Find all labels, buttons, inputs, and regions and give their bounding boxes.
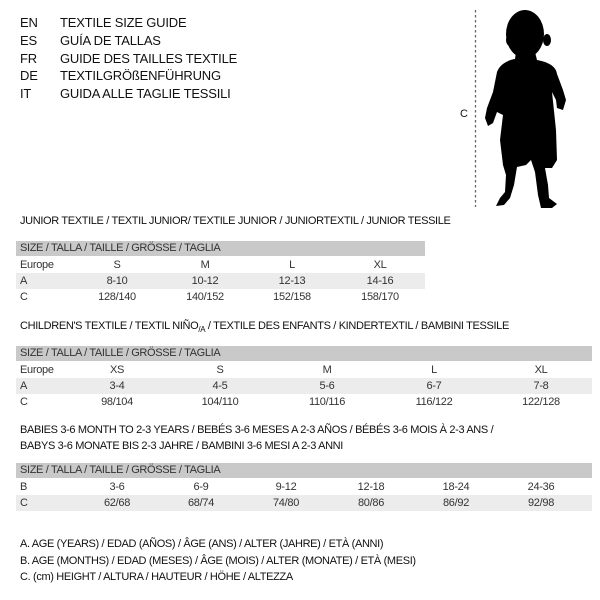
lang-code: EN [20, 15, 38, 30]
lang-title: GUIDE DES TAILLES TEXTILE [60, 51, 238, 66]
cell: 6-7 [426, 380, 442, 392]
junior-size-table: SIZE / TALLA / TAILLE / GRÖSSE / TAGLIA … [16, 241, 425, 305]
lang-title: GUIDA ALLE TAGLIE TESSILI [60, 86, 231, 101]
row-label: C [20, 291, 28, 303]
cell: XL [373, 259, 387, 271]
cell: 110/116 [308, 396, 346, 408]
children-size-table: SIZE / TALLA / TAILLE / GRÖSSE / TAGLIA … [16, 346, 592, 410]
cell: 8-10 [106, 275, 128, 287]
row-label: Europe [20, 259, 54, 271]
row-label: B [20, 481, 28, 493]
silhouette [485, 10, 566, 208]
cell: L [431, 364, 437, 376]
cell: S [113, 259, 121, 271]
lang-code: FR [20, 51, 37, 66]
table-row: Europe XS S M L XL [16, 362, 592, 378]
lang-code: IT [20, 86, 32, 101]
cell: 62/68 [103, 497, 131, 509]
cell: 128/140 [98, 291, 136, 303]
junior-title: JUNIOR TEXTILE / TEXTIL JUNIOR/ TEXTILE … [20, 215, 451, 227]
row-label: C [20, 497, 28, 509]
cell: 152/158 [273, 291, 311, 303]
lang-title: TEXTILE SIZE GUIDE [60, 15, 187, 30]
legend-b: B. AGE (MONTHS) / EDAD (MESES) / ÂGE (MO… [20, 555, 416, 567]
table-row: C 98/104 104/110 110/116 116/122 122/128 [16, 394, 592, 410]
cell: 10-12 [191, 275, 219, 287]
cell: 18-24 [442, 481, 470, 493]
table-row: B 3-6 6-9 9-12 12-18 18-24 24-36 [16, 479, 592, 495]
cell: 158/170 [361, 291, 399, 303]
table-header: SIZE / TALLA / TAILLE / GRÖSSE / TAGLIA [16, 346, 592, 361]
cell: 24-36 [527, 481, 555, 493]
cell: 7-8 [533, 380, 549, 392]
cell: M [200, 259, 210, 271]
cell: 68/74 [187, 497, 215, 509]
cell: 5-6 [319, 380, 335, 392]
table-row: Europe S M L XL [16, 257, 425, 273]
cell: 14-16 [366, 275, 394, 287]
cell: 86/92 [442, 497, 470, 509]
lang-title: TEXTILGRÖßENFÜHRUNG [60, 68, 221, 83]
row-label: Europe [20, 364, 54, 376]
cell: 3-4 [109, 380, 125, 392]
row-label: A [20, 275, 28, 287]
cell: 140/152 [186, 291, 224, 303]
cell: L [289, 259, 295, 271]
cell: XL [534, 364, 548, 376]
cell: 6-9 [193, 481, 209, 493]
table-header: SIZE / TALLA / TAILLE / GRÖSSE / TAGLIA [16, 463, 592, 478]
cell: 12-18 [357, 481, 385, 493]
child-silhouette-icon [474, 10, 566, 208]
table-header: SIZE / TALLA / TAILLE / GRÖSSE / TAGLIA [16, 241, 425, 256]
lang-code: ES [20, 33, 37, 48]
cell: 3-6 [109, 481, 125, 493]
cell: 80/86 [357, 497, 385, 509]
table-row: C 128/140 140/152 152/158 158/170 [16, 289, 425, 305]
cell: 104/110 [201, 396, 239, 408]
cell: 4-5 [212, 380, 228, 392]
children-title-sub: /A [198, 325, 206, 335]
cell: 12-13 [278, 275, 306, 287]
row-label: A [20, 380, 28, 392]
cell: 92/98 [527, 497, 555, 509]
cell: 74/80 [272, 497, 300, 509]
cell: 98/104 [101, 396, 133, 408]
table-row: A 3-4 4-5 5-6 6-7 7-8 [16, 378, 592, 394]
legend-c: C. (cm) HEIGHT / ALTURA / HAUTEUR / HÖHE… [20, 571, 293, 583]
lang-title: GUÍA DE TALLAS [60, 33, 161, 48]
cell: M [322, 364, 332, 376]
table-row: A 8-10 10-12 12-13 14-16 [16, 273, 425, 289]
babies-title-line2: BABYS 3-6 MONATE BIS 2-3 JAHRE / BAMBINI… [20, 440, 343, 452]
cell: S [216, 364, 224, 376]
cell: 116/122 [415, 396, 453, 408]
lang-code: DE [20, 68, 38, 83]
cell: XS [109, 364, 125, 376]
cell: 122/128 [522, 396, 560, 408]
children-title: CHILDREN'S TEXTILE / TEXTIL NIÑO/A / TEX… [20, 320, 509, 334]
row-label: C [20, 396, 28, 408]
cell: 9-12 [275, 481, 297, 493]
height-label: C [460, 108, 468, 120]
table-row: C 62/68 68/74 74/80 80/86 86/92 92/98 [16, 495, 592, 511]
children-title-main: CHILDREN'S TEXTILE / TEXTIL NIÑO [20, 320, 199, 332]
children-title-rest: / TEXTILE DES ENFANTS / KINDERTEXTIL / B… [205, 320, 509, 332]
legend-a: A. AGE (YEARS) / EDAD (AÑOS) / ÂGE (ANS)… [20, 538, 384, 550]
babies-size-table: SIZE / TALLA / TAILLE / GRÖSSE / TAGLIA … [16, 463, 592, 511]
babies-title-line1: BABIES 3-6 MONTH TO 2-3 YEARS / BEBÉS 3-… [20, 424, 494, 436]
